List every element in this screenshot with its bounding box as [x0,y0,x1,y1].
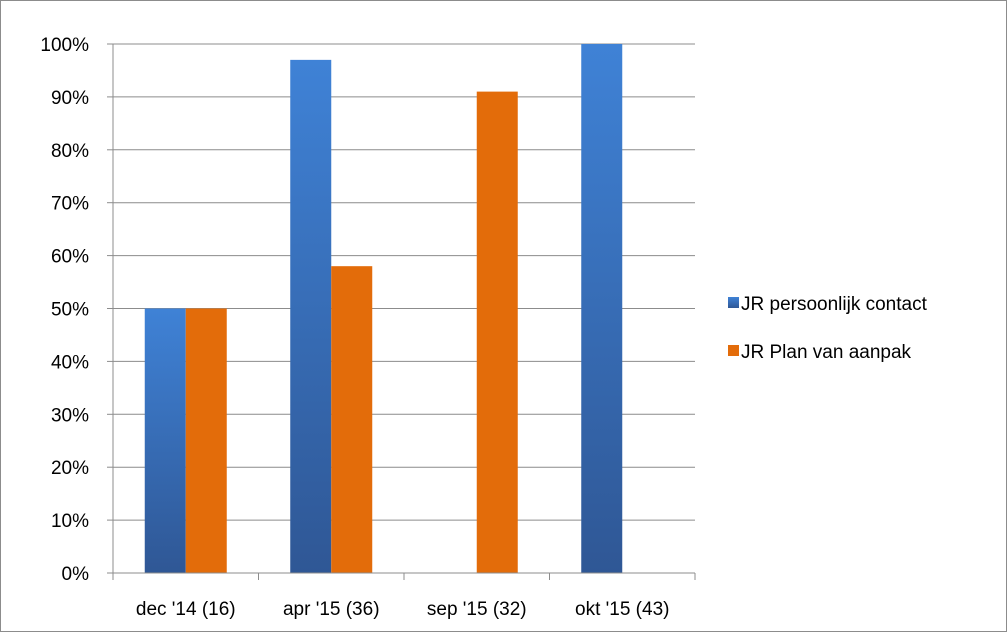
axes: 0% 10% 20% 30% 40% 50% 60% 70% 80% 90% 100% dec '14… [40,35,696,620]
bar-plan-van-aanpak [331,266,373,573]
legend-label: JR persoonlijk contact [741,294,928,315]
y-tick-label: 40% [51,352,89,373]
bar-plan-van-aanpak [476,91,518,574]
bars [144,44,623,574]
bar-persoonlijk-contact [581,44,623,573]
x-category-label: dec '14 (16) [136,599,236,620]
x-category-label: okt '15 (43) [575,599,669,620]
y-tick-label: 60% [51,247,89,268]
y-tick-label: 80% [51,141,89,162]
y-tick-label: 0% [62,564,90,585]
legend-swatch [728,345,739,356]
x-category-label: apr '15 (36) [283,599,380,620]
legend-swatch [728,297,739,308]
y-tick-label: 70% [51,194,89,215]
y-tick-label: 90% [51,88,89,109]
bar-persoonlijk-contact [290,59,332,574]
legend-label: JR Plan van aanpak [741,342,912,363]
y-tick-label: 20% [51,458,89,479]
y-tick-label: 30% [51,405,89,426]
bar-persoonlijk-contact [144,308,186,573]
y-tick-label: 100% [40,35,89,56]
y-tick-label: 50% [51,300,89,321]
y-tick-label: 10% [51,511,89,532]
legend: JR persoonlijk contact JR Plan van aanpak [728,294,928,363]
x-category-label: sep '15 (32) [427,599,527,620]
bar-plan-van-aanpak [185,308,227,573]
